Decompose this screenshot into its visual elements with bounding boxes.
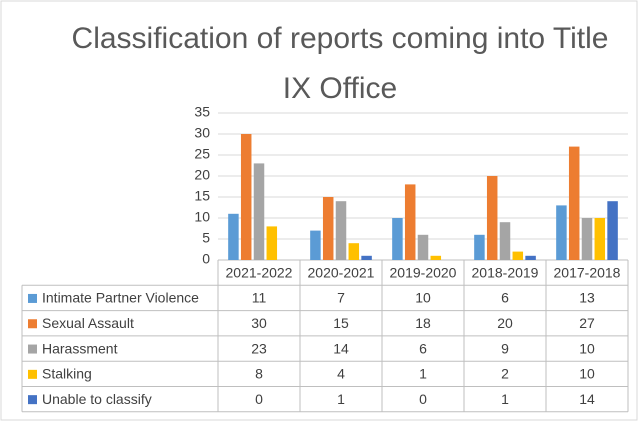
table-value: 10 <box>579 366 595 382</box>
x-tick-label: 2017-2018 <box>554 264 621 280</box>
bar <box>417 234 429 260</box>
bar <box>266 226 278 260</box>
x-tick-label: 2019-2020 <box>390 264 457 280</box>
table-value: 10 <box>579 340 595 356</box>
legend-label: Sexual Assault <box>42 315 134 331</box>
legend-label: Intimate Partner Violence <box>42 290 199 306</box>
bar <box>525 255 536 260</box>
y-tick-label: 15 <box>194 188 210 204</box>
table-value: 18 <box>415 315 431 331</box>
bar <box>322 197 334 260</box>
table-value: 9 <box>501 340 509 356</box>
table-value: 7 <box>337 290 345 306</box>
bar <box>430 255 442 260</box>
legend-label: Unable to classify <box>42 391 152 407</box>
bar <box>474 234 485 260</box>
bar <box>228 213 239 260</box>
bar <box>486 176 498 260</box>
legend-swatch <box>28 369 37 379</box>
legend-label: Stalking <box>42 366 92 382</box>
bar <box>594 218 606 260</box>
y-tick-label: 0 <box>202 251 210 267</box>
table-value: 6 <box>419 340 427 356</box>
table-value: 23 <box>251 340 267 356</box>
table-value: 0 <box>419 391 427 407</box>
bar <box>607 201 618 260</box>
table-value: 15 <box>333 315 349 331</box>
bar <box>568 146 580 260</box>
table-value: 13 <box>579 290 595 306</box>
y-tick-label: 35 <box>194 104 210 120</box>
legend-swatch <box>28 293 37 303</box>
y-tick-label: 5 <box>202 230 210 246</box>
y-tick-label: 20 <box>194 167 210 183</box>
x-tick-label: 2021-2022 <box>226 264 293 280</box>
table-value: 30 <box>251 315 267 331</box>
table-value: 1 <box>337 391 345 407</box>
bar <box>348 243 360 260</box>
table-value: 0 <box>255 391 263 407</box>
table-value: 2 <box>501 366 509 382</box>
bar <box>335 201 347 260</box>
bar <box>556 205 567 260</box>
table-value: 14 <box>333 340 349 356</box>
legend-swatch <box>28 319 37 329</box>
x-tick-label: 2018-2019 <box>472 264 539 280</box>
table-value: 1 <box>501 391 509 407</box>
table-value: 10 <box>415 290 431 306</box>
y-tick-label: 25 <box>194 146 210 162</box>
bar <box>310 230 321 260</box>
legend-swatch <box>28 395 37 405</box>
bar <box>253 163 265 260</box>
table-value: 11 <box>252 290 267 306</box>
bar <box>240 134 252 260</box>
bar <box>581 218 593 260</box>
legend-label: Harassment <box>42 340 118 356</box>
bar <box>499 222 511 260</box>
x-tick-label: 2020-2021 <box>308 264 375 280</box>
y-tick-label: 30 <box>194 125 210 141</box>
bar <box>404 184 416 260</box>
table-value: 27 <box>579 315 595 331</box>
legend-swatch <box>28 344 37 354</box>
table-value: 8 <box>255 366 263 382</box>
y-tick-label: 10 <box>194 209 210 225</box>
table-value: 14 <box>579 391 595 407</box>
chart-title: Classification of reports coming into Ti… <box>71 22 609 105</box>
bar <box>512 251 524 260</box>
table-value: 1 <box>419 366 427 382</box>
bar <box>361 255 372 260</box>
table-value: 6 <box>501 290 509 306</box>
table-value: 4 <box>337 366 345 382</box>
bar <box>392 218 403 260</box>
table-value: 20 <box>497 315 513 331</box>
